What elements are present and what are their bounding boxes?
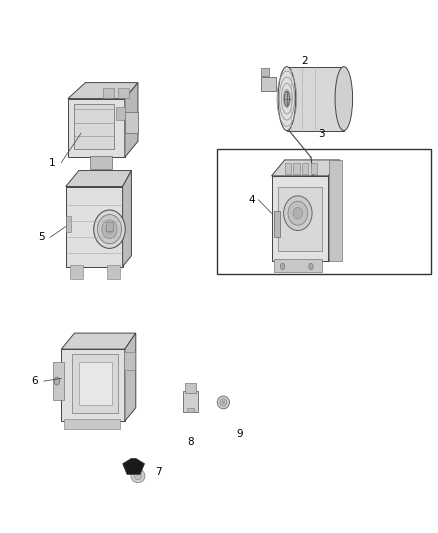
FancyBboxPatch shape: [53, 362, 64, 400]
FancyBboxPatch shape: [66, 187, 123, 266]
Polygon shape: [61, 333, 136, 349]
Text: 5: 5: [38, 232, 45, 242]
Ellipse shape: [288, 201, 307, 225]
Text: 4: 4: [248, 195, 255, 205]
FancyBboxPatch shape: [103, 88, 114, 98]
Ellipse shape: [54, 377, 60, 385]
FancyBboxPatch shape: [118, 88, 129, 98]
FancyBboxPatch shape: [183, 391, 198, 412]
Polygon shape: [309, 168, 318, 176]
FancyBboxPatch shape: [74, 104, 114, 149]
Ellipse shape: [217, 396, 230, 409]
FancyBboxPatch shape: [68, 99, 125, 157]
Polygon shape: [123, 171, 131, 266]
Text: 7: 7: [155, 467, 162, 477]
Ellipse shape: [106, 224, 113, 234]
Ellipse shape: [309, 263, 313, 270]
Ellipse shape: [293, 207, 303, 219]
Ellipse shape: [283, 196, 312, 230]
FancyBboxPatch shape: [285, 163, 291, 174]
Text: 6: 6: [32, 376, 39, 386]
Polygon shape: [123, 458, 145, 474]
FancyBboxPatch shape: [72, 354, 118, 413]
FancyBboxPatch shape: [328, 160, 342, 261]
Ellipse shape: [131, 469, 145, 483]
FancyBboxPatch shape: [187, 408, 194, 412]
FancyBboxPatch shape: [116, 107, 125, 120]
FancyBboxPatch shape: [302, 163, 308, 174]
FancyBboxPatch shape: [79, 362, 112, 405]
FancyBboxPatch shape: [185, 383, 196, 393]
Ellipse shape: [94, 210, 125, 248]
FancyBboxPatch shape: [90, 156, 112, 169]
Ellipse shape: [102, 220, 117, 239]
Ellipse shape: [222, 401, 225, 404]
FancyBboxPatch shape: [274, 211, 280, 237]
FancyBboxPatch shape: [106, 222, 113, 231]
Ellipse shape: [134, 472, 142, 480]
Ellipse shape: [284, 91, 290, 106]
Text: 1: 1: [49, 158, 56, 167]
FancyBboxPatch shape: [61, 349, 125, 421]
Ellipse shape: [335, 67, 353, 131]
FancyBboxPatch shape: [66, 216, 71, 232]
FancyBboxPatch shape: [64, 419, 120, 429]
Ellipse shape: [280, 263, 285, 270]
Text: 3: 3: [318, 128, 325, 139]
Polygon shape: [272, 160, 339, 176]
FancyBboxPatch shape: [293, 163, 300, 174]
Ellipse shape: [278, 67, 296, 131]
Polygon shape: [328, 160, 339, 261]
Polygon shape: [68, 83, 138, 99]
FancyBboxPatch shape: [261, 68, 269, 76]
Polygon shape: [125, 333, 136, 421]
FancyBboxPatch shape: [287, 67, 344, 131]
FancyBboxPatch shape: [311, 163, 317, 174]
Text: 8: 8: [187, 437, 194, 447]
FancyBboxPatch shape: [274, 259, 322, 272]
Polygon shape: [125, 83, 138, 157]
FancyBboxPatch shape: [272, 176, 328, 261]
FancyBboxPatch shape: [107, 265, 120, 279]
Text: 9: 9: [237, 430, 243, 439]
FancyBboxPatch shape: [261, 77, 276, 91]
Polygon shape: [66, 171, 131, 187]
Ellipse shape: [97, 214, 121, 244]
Text: 2: 2: [301, 56, 308, 66]
FancyBboxPatch shape: [278, 187, 322, 251]
Ellipse shape: [220, 399, 227, 406]
FancyBboxPatch shape: [70, 265, 83, 279]
FancyBboxPatch shape: [125, 112, 138, 133]
FancyBboxPatch shape: [124, 352, 135, 370]
